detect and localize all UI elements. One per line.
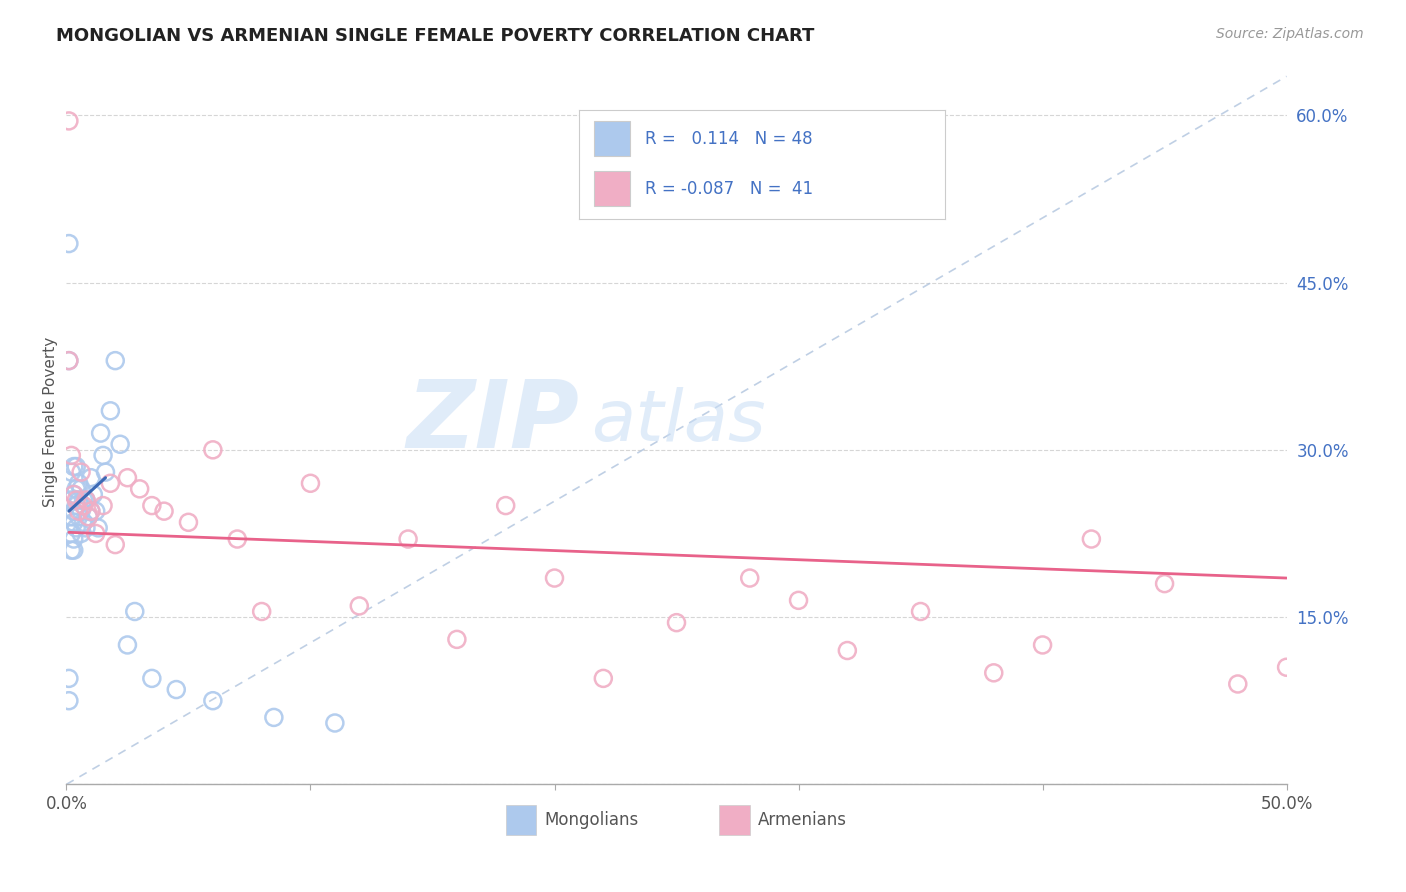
Point <box>65 521 87 535</box>
Point <box>104 538 127 552</box>
Point <box>58 236 80 251</box>
Point <box>1080 532 1102 546</box>
FancyBboxPatch shape <box>720 805 749 835</box>
FancyBboxPatch shape <box>506 805 536 835</box>
Point <box>65 459 87 474</box>
Point <box>87 521 110 535</box>
Point <box>60 493 83 508</box>
Point <box>67 493 90 508</box>
Point <box>100 404 122 418</box>
Point <box>495 499 517 513</box>
Text: Mongolians: Mongolians <box>544 811 638 829</box>
Point <box>299 476 322 491</box>
Point <box>72 499 94 513</box>
Point <box>75 493 97 508</box>
Point <box>665 615 688 630</box>
Point <box>84 526 107 541</box>
Point <box>60 465 83 479</box>
Point <box>263 710 285 724</box>
Point <box>91 449 114 463</box>
Point <box>787 593 810 607</box>
Point <box>153 504 176 518</box>
Point <box>117 471 139 485</box>
Point <box>58 114 80 128</box>
Point <box>117 638 139 652</box>
Point <box>124 605 146 619</box>
Point <box>58 353 80 368</box>
Point <box>100 476 122 491</box>
Point <box>250 605 273 619</box>
Text: ZIP: ZIP <box>406 376 579 468</box>
Point <box>62 543 84 558</box>
Point <box>1153 576 1175 591</box>
Point <box>60 543 83 558</box>
Point <box>543 571 565 585</box>
Point <box>128 482 150 496</box>
Point <box>62 487 84 501</box>
Point <box>70 465 93 479</box>
Point <box>77 509 100 524</box>
Point <box>201 442 224 457</box>
Point <box>58 353 80 368</box>
Point <box>91 499 114 513</box>
Point <box>67 509 90 524</box>
Point <box>70 526 93 541</box>
Point <box>62 487 84 501</box>
Point <box>80 471 103 485</box>
Point <box>446 632 468 647</box>
Point <box>1226 677 1249 691</box>
Point <box>592 672 614 686</box>
Point <box>82 487 104 501</box>
Point <box>108 437 131 451</box>
Point <box>75 493 97 508</box>
Point <box>1275 660 1298 674</box>
Point <box>80 504 103 518</box>
Text: Source: ZipAtlas.com: Source: ZipAtlas.com <box>1216 27 1364 41</box>
Point <box>70 482 93 496</box>
Point <box>94 465 117 479</box>
Point <box>62 459 84 474</box>
Text: Armenians: Armenians <box>758 811 848 829</box>
Y-axis label: Single Female Poverty: Single Female Poverty <box>44 337 58 507</box>
Point <box>60 526 83 541</box>
Point <box>65 482 87 496</box>
Point <box>62 516 84 530</box>
Point <box>141 672 163 686</box>
Point <box>65 499 87 513</box>
Text: atlas: atlas <box>591 387 766 457</box>
Point <box>72 516 94 530</box>
Point <box>396 532 419 546</box>
Point <box>177 516 200 530</box>
Point <box>60 509 83 524</box>
Point <box>323 716 346 731</box>
Point <box>75 521 97 535</box>
Point <box>65 493 87 508</box>
Point <box>738 571 761 585</box>
Point <box>62 532 84 546</box>
Point <box>72 493 94 508</box>
Point <box>77 509 100 524</box>
Point <box>837 643 859 657</box>
Text: MONGOLIAN VS ARMENIAN SINGLE FEMALE POVERTY CORRELATION CHART: MONGOLIAN VS ARMENIAN SINGLE FEMALE POVE… <box>56 27 814 45</box>
Point <box>226 532 249 546</box>
Point <box>90 426 112 441</box>
Point <box>910 605 932 619</box>
Point <box>67 504 90 518</box>
Point <box>70 504 93 518</box>
Point <box>67 476 90 491</box>
Point <box>62 504 84 518</box>
Point <box>104 353 127 368</box>
Point <box>60 449 83 463</box>
Point <box>983 665 1005 680</box>
Point <box>1032 638 1054 652</box>
Point <box>80 504 103 518</box>
Point <box>58 672 80 686</box>
Point <box>84 504 107 518</box>
Point <box>201 694 224 708</box>
Point <box>141 499 163 513</box>
Point <box>165 682 187 697</box>
Point <box>58 694 80 708</box>
Point <box>349 599 371 613</box>
